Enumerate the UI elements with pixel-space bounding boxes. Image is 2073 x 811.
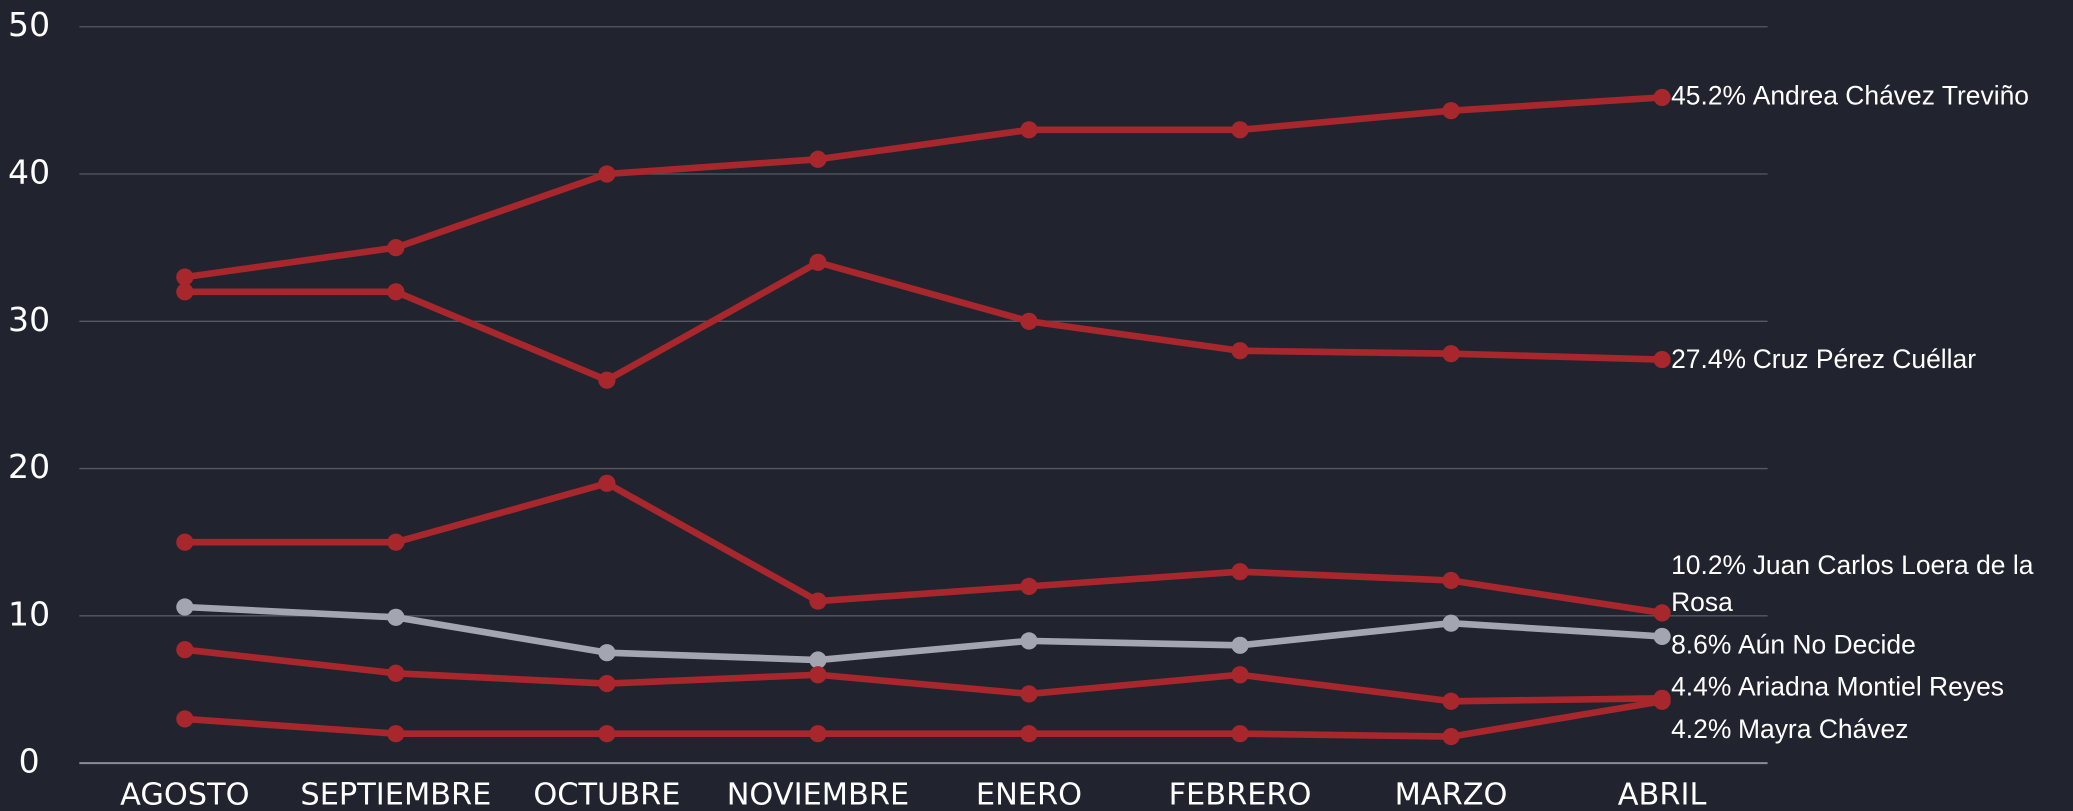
value-label: 4.2% bbox=[1671, 715, 1732, 745]
x-tick-label: MARZO bbox=[1395, 778, 1508, 811]
series bbox=[176, 692, 1671, 746]
marker bbox=[1231, 636, 1249, 654]
marker bbox=[176, 533, 194, 551]
end-label-text: 4.2% Mayra Chávez bbox=[1671, 712, 2068, 749]
line bbox=[184, 259, 1663, 384]
marker bbox=[1231, 725, 1249, 743]
marker bbox=[1020, 632, 1038, 650]
marker bbox=[1442, 614, 1460, 632]
end-label-text: 45.2% Andrea Chávez Treviño bbox=[1671, 79, 2068, 116]
marker bbox=[1231, 342, 1249, 360]
marker bbox=[1442, 345, 1460, 363]
marker bbox=[1231, 121, 1249, 139]
end-label: 27.4% Cruz Pérez Cuéllar bbox=[1671, 341, 2068, 378]
end-label: 10.2% Juan Carlos Loera de la Rosa bbox=[1671, 548, 2068, 622]
marker bbox=[176, 268, 194, 286]
marker bbox=[1653, 692, 1671, 710]
marker bbox=[1653, 88, 1671, 107]
series bbox=[176, 641, 1671, 710]
line bbox=[184, 94, 1663, 281]
marker bbox=[598, 165, 616, 183]
marker bbox=[809, 592, 827, 610]
x-tick-label: NOVIEMBRE bbox=[727, 778, 909, 811]
x-tick-label: ABRIL bbox=[1618, 778, 1707, 811]
marker bbox=[598, 474, 616, 492]
marker bbox=[387, 533, 405, 551]
marker bbox=[176, 641, 194, 659]
x-tick-label: SEPTIEMBRE bbox=[300, 778, 491, 811]
x-tick-label: ENERO bbox=[976, 778, 1082, 811]
y-tick-label: 10 bbox=[8, 594, 50, 633]
marker bbox=[598, 725, 616, 743]
series bbox=[176, 598, 1671, 669]
marker bbox=[1442, 692, 1460, 710]
end-label-text: 4.4% Ariadna Montiel Reyes bbox=[1671, 670, 2068, 707]
series bbox=[176, 253, 1671, 389]
marker bbox=[387, 239, 405, 257]
x-tick-label: AGOSTO bbox=[120, 778, 250, 811]
marker bbox=[809, 253, 827, 271]
value-label: 27.4% bbox=[1671, 345, 1747, 375]
line bbox=[184, 479, 1663, 617]
marker bbox=[1231, 666, 1249, 684]
marker bbox=[1653, 627, 1671, 646]
marker bbox=[1653, 350, 1671, 369]
marker bbox=[809, 651, 827, 669]
marker bbox=[1020, 725, 1038, 743]
marker bbox=[1020, 685, 1038, 703]
marker bbox=[1442, 571, 1460, 590]
legend-label: Ariadna Montiel Reyes bbox=[1737, 673, 2005, 703]
line bbox=[184, 698, 1663, 740]
legend-label: Juan Carlos Loera de la Rosa bbox=[1671, 551, 2034, 618]
legend-label: Andrea Chávez Treviño bbox=[1752, 82, 2030, 112]
y-tick-label: 50 bbox=[8, 5, 50, 44]
y-tick-label: 0 bbox=[19, 742, 40, 781]
marker bbox=[598, 371, 616, 389]
marker bbox=[1020, 121, 1038, 139]
end-label-text: 27.4% Cruz Pérez Cuéllar bbox=[1671, 341, 2068, 378]
end-label-text: 8.6% Aún No Decide bbox=[1671, 627, 2068, 664]
marker bbox=[809, 150, 827, 168]
value-label: 8.6% bbox=[1671, 631, 1732, 661]
marker bbox=[809, 666, 827, 684]
marker bbox=[387, 283, 405, 301]
legend-label: Aún No Decide bbox=[1737, 631, 1916, 661]
marker bbox=[1653, 604, 1671, 622]
marker bbox=[176, 598, 194, 616]
legend-label: Mayra Chávez bbox=[1737, 715, 1909, 745]
marker bbox=[598, 644, 616, 662]
x-tick-label: FEBRERO bbox=[1169, 778, 1312, 811]
end-label: 8.6% Aún No Decide bbox=[1671, 627, 2068, 664]
end-label: 45.2% Andrea Chávez Treviño bbox=[1671, 79, 2068, 116]
line bbox=[184, 603, 1663, 664]
end-label: 4.2% Mayra Chávez bbox=[1671, 712, 2068, 749]
marker bbox=[1442, 728, 1460, 746]
value-label: 4.4% bbox=[1671, 673, 1732, 703]
y-tick-label: 20 bbox=[8, 447, 50, 486]
legend-label: Cruz Pérez Cuéllar bbox=[1752, 345, 1977, 375]
marker bbox=[1231, 563, 1249, 581]
y-tick-label: 40 bbox=[8, 153, 50, 192]
value-label: 45.2% bbox=[1671, 82, 1747, 112]
value-label: 10.2% bbox=[1671, 551, 1747, 581]
end-label: 4.4% Ariadna Montiel Reyes bbox=[1671, 670, 2068, 707]
marker bbox=[1442, 102, 1460, 120]
marker bbox=[387, 664, 405, 682]
x-tick-label: OCTUBRE bbox=[533, 778, 680, 811]
marker bbox=[1020, 312, 1038, 330]
marker bbox=[176, 710, 194, 728]
marker bbox=[176, 283, 194, 301]
marker bbox=[387, 608, 405, 626]
marker bbox=[387, 725, 405, 743]
marker bbox=[809, 725, 827, 743]
line bbox=[184, 646, 1663, 705]
end-label-text: 10.2% Juan Carlos Loera de la Rosa bbox=[1671, 548, 2068, 622]
series bbox=[176, 88, 1671, 286]
y-tick-label: 30 bbox=[8, 300, 50, 339]
marker bbox=[598, 674, 616, 693]
series bbox=[176, 474, 1671, 622]
marker bbox=[1020, 577, 1038, 595]
